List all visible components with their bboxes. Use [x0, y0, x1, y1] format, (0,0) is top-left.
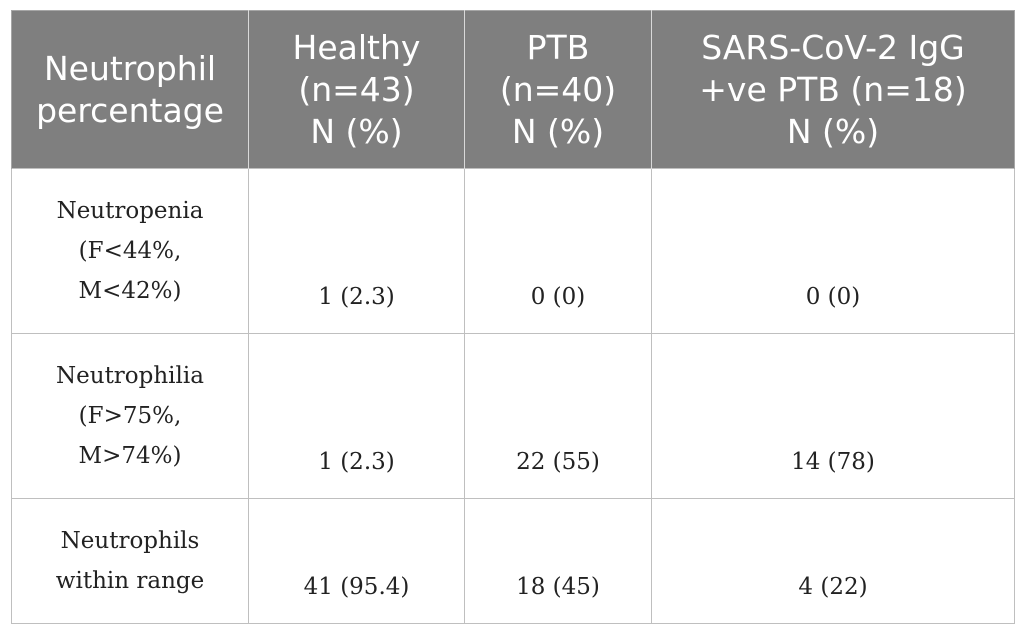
cell-sars: 0 (0): [651, 168, 1015, 334]
header-text: N (%): [511, 111, 605, 151]
table-row: Neutrophilia (F>75%, M>74%) 1 (2.3) 22 (…: [11, 333, 1015, 499]
header-text: (n=43): [298, 69, 415, 109]
row-label-line: within range: [55, 568, 205, 594]
cell-sars: 4 (22): [651, 498, 1015, 624]
row-label-line: M>74%): [78, 443, 182, 469]
row-label-line: Neutropenia: [56, 198, 204, 224]
row-label-line: (F>75%,: [78, 403, 182, 429]
row-label-line: Neutrophils: [60, 528, 200, 554]
header-text: Healthy: [292, 27, 421, 67]
header-text: PTB: [526, 27, 590, 67]
header-text: N (%): [310, 111, 403, 151]
header-healthy: Healthy (n=43) N (%): [248, 10, 465, 169]
row-label: Neutrophils within range: [11, 498, 249, 624]
row-label-line: M<42%): [78, 278, 182, 304]
header-row: Neutrophil percentage Healthy (n=43) N (…: [11, 10, 1015, 169]
cell-ptb: 18 (45): [464, 498, 652, 624]
header-neutrophil-percentage: Neutrophil percentage: [11, 10, 249, 169]
header-text: Neutrophil: [43, 48, 217, 88]
row-label: Neutropenia (F<44%, M<42%): [11, 168, 249, 334]
row-label-line: Neutrophilia: [56, 363, 204, 389]
row-label: Neutrophilia (F>75%, M>74%): [11, 333, 249, 499]
neutrophil-table: Neutrophil percentage Healthy (n=43) N (…: [11, 10, 1015, 624]
cell-healthy: 41 (95.4): [248, 498, 465, 624]
header-sars-cov-2-igg-ptb: SARS-CoV-2 IgG +ve PTB (n=18) N (%): [651, 10, 1015, 169]
cell-ptb: 22 (55): [464, 333, 652, 499]
table-row: Neutrophils within range 41 (95.4) 18 (4…: [11, 498, 1015, 624]
header-text: SARS-CoV-2 IgG: [701, 27, 965, 67]
row-label-line: (F<44%,: [78, 238, 182, 264]
cell-sars: 14 (78): [651, 333, 1015, 499]
cell-healthy: 1 (2.3): [248, 333, 465, 499]
header-text: percentage: [36, 90, 224, 130]
header-text: +ve PTB (n=18): [699, 69, 967, 109]
table-row: Neutropenia (F<44%, M<42%) 1 (2.3) 0 (0)…: [11, 168, 1015, 334]
header-text: (n=40): [499, 69, 617, 109]
header-text: N (%): [786, 111, 880, 151]
cell-healthy: 1 (2.3): [248, 168, 465, 334]
cell-ptb: 0 (0): [464, 168, 652, 334]
header-ptb: PTB (n=40) N (%): [464, 10, 652, 169]
